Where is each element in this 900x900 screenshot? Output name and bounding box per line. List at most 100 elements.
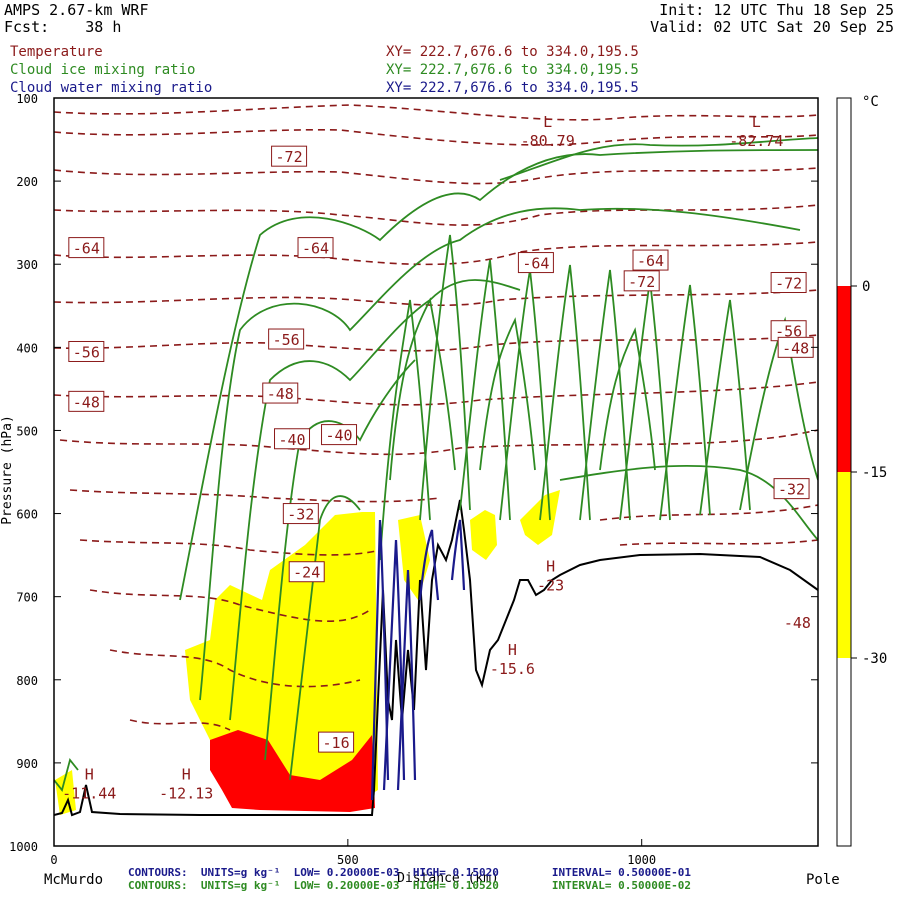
x-tick-label: 0: [50, 853, 57, 867]
footer-water-interval: INTERVAL= 0.50000E-01: [551, 866, 691, 879]
init-time: Init: 12 UTC Thu 18 Sep 25: [659, 1, 894, 19]
temperature-label: -64: [73, 240, 100, 258]
extremum-value: -48: [784, 614, 811, 632]
extremum-kind: H: [182, 766, 191, 784]
y-tick-label: 600: [16, 508, 38, 522]
plot-area: -72-72 -72-64 -64-64 -64-56-56 -56-48 -48-48-…: [54, 104, 818, 817]
colorbar: °C 0 -15 -30: [836, 94, 887, 847]
extremum-value: -15.6: [490, 660, 535, 678]
shade-red-region: [210, 730, 375, 812]
field-ice-name: Cloud ice mixing ratio: [10, 62, 196, 78]
y-axis: 100 200 300 400 500 600 700 800 900 1000: [9, 92, 818, 854]
temperature-label-box: [262, 382, 299, 404]
temperature-label: -32: [287, 506, 314, 524]
temperature-label-box: [773, 478, 810, 500]
forecast-hour: Fcst: 38 h: [4, 19, 121, 36]
temperature-label: -64: [637, 252, 664, 270]
temperature-label-box: [623, 270, 660, 292]
cloud-ice-contours: [54, 137, 818, 792]
temperature-label-box: [268, 328, 305, 350]
footer-ice-interval: INTERVAL= 0.50000E-02: [551, 879, 691, 892]
cloud-water-contours: [370, 519, 466, 801]
colorbar-band-red: [837, 286, 851, 472]
y-axis-title: Pressure (hPa): [0, 415, 15, 525]
temperature-label: -72: [628, 273, 655, 291]
temperature-label: -16: [323, 734, 350, 752]
temperature-label-box: [271, 145, 308, 167]
extrema-labels: L-80.79L-82.74H-11.44H-12.13H-15.6H-23-4…: [62, 113, 811, 802]
temperature-label: -48: [782, 339, 809, 357]
temperature-label: -24: [293, 564, 320, 582]
temperature-label: -48: [267, 385, 294, 403]
temperature-label-box: [68, 390, 105, 412]
extremum-kind: L: [543, 113, 552, 131]
extremum-value: -11.44: [62, 785, 116, 803]
extremum-value: -23: [537, 577, 564, 595]
temperature-label: -64: [522, 255, 549, 273]
temperature-label: -40: [278, 431, 305, 449]
field-ice-xy: XY= 222.7,676.6 to 334.0,195.5: [386, 62, 639, 78]
footer-ice-units: UNITS=g kg⁻¹: [200, 879, 281, 892]
field-temperature-name: Temperature: [10, 44, 103, 60]
footer-water-contours: CONTOURS:: [128, 866, 188, 879]
temperature-label-box: [68, 340, 105, 362]
temperature-label-box: [282, 503, 319, 525]
temperature-label: -56: [273, 331, 300, 349]
fcst-value: 38 h: [85, 18, 122, 36]
temperature-label-box: [68, 237, 105, 259]
temperature-label-box: [288, 561, 325, 583]
footer-water: CONTOURS: UNITS=g kg⁻¹ LOW= 0.20000E-03 …: [128, 867, 691, 879]
y-tick-label: 700: [16, 591, 38, 605]
x-axis-title: Distance (km): [397, 871, 499, 886]
y-tick-label: 900: [16, 757, 38, 771]
shade-yellow-strip-4: [55, 770, 76, 815]
temperature-labels: -72-72 -72-64 -64-64 -64-56-56 -56-48 -48-48-…: [68, 145, 814, 753]
fcst-label: Fcst:: [4, 18, 50, 36]
footer-water-low: LOW= 0.20000E-03: [293, 866, 400, 879]
left-end-label: McMurdo: [44, 872, 103, 888]
temperature-label: -64: [302, 240, 329, 258]
temperature-label-box: [274, 428, 311, 450]
colorbar-band-white-top: [837, 98, 851, 286]
right-end-label: Pole: [806, 872, 840, 888]
extremum-kind: L: [752, 113, 761, 131]
field-temperature-xy: XY= 222.7,676.6 to 334.0,195.5: [386, 44, 639, 60]
temperature-label: -56: [73, 343, 100, 361]
field-water-name: Cloud water mixing ratio: [10, 80, 213, 96]
x-tick-label: 1000: [627, 853, 656, 867]
shade-yellow-strip-1: [470, 510, 497, 560]
temperature-label-box: [318, 731, 355, 753]
y-tick-label: 200: [16, 175, 38, 189]
temperature-label: -72: [276, 148, 303, 166]
footer-water-high: HIGH= 0.15020: [412, 866, 499, 879]
colorbar-label-0: 0: [862, 279, 870, 295]
footer-ice: CONTOURS: UNITS=g kg⁻¹ LOW= 0.20000E-03 …: [128, 880, 691, 892]
temperature-label: -48: [73, 393, 100, 411]
footer-ice-low: LOW= 0.20000E-03: [293, 879, 400, 892]
temperature-label: -56: [775, 323, 802, 341]
extremum-kind: H: [546, 558, 555, 576]
extremum-kind: H: [85, 766, 94, 784]
temperature-label-box: [297, 237, 334, 259]
temperature-label: -72: [775, 275, 802, 293]
extremum-kind: H: [508, 641, 517, 659]
y-tick-label: 100: [16, 92, 38, 106]
x-axis: 0 500 1000: [50, 839, 656, 867]
footer-ice-contours: CONTOURS:: [128, 879, 188, 892]
y-tick-label: 500: [16, 424, 38, 438]
colorbar-band-white-bottom: [837, 658, 851, 846]
y-tick-label: 800: [16, 674, 38, 688]
temperature-label: -32: [778, 481, 805, 499]
temperature-label-box: [321, 424, 358, 446]
x-tick-label: 500: [337, 853, 359, 867]
plot-frame: [53, 97, 819, 847]
colorbar-label-30: -30: [862, 651, 887, 667]
terrain-line: [54, 499, 818, 817]
colorbar-label-15: -15: [862, 465, 887, 481]
model-title: AMPS 2.67-km WRF: [4, 1, 149, 19]
temperature-label-box: [517, 252, 554, 274]
y-tick-label: 1000: [9, 840, 38, 854]
extremum-value: -80.79: [521, 132, 575, 150]
field-water-xy: XY= 222.7,676.6 to 334.0,195.5: [386, 80, 639, 96]
